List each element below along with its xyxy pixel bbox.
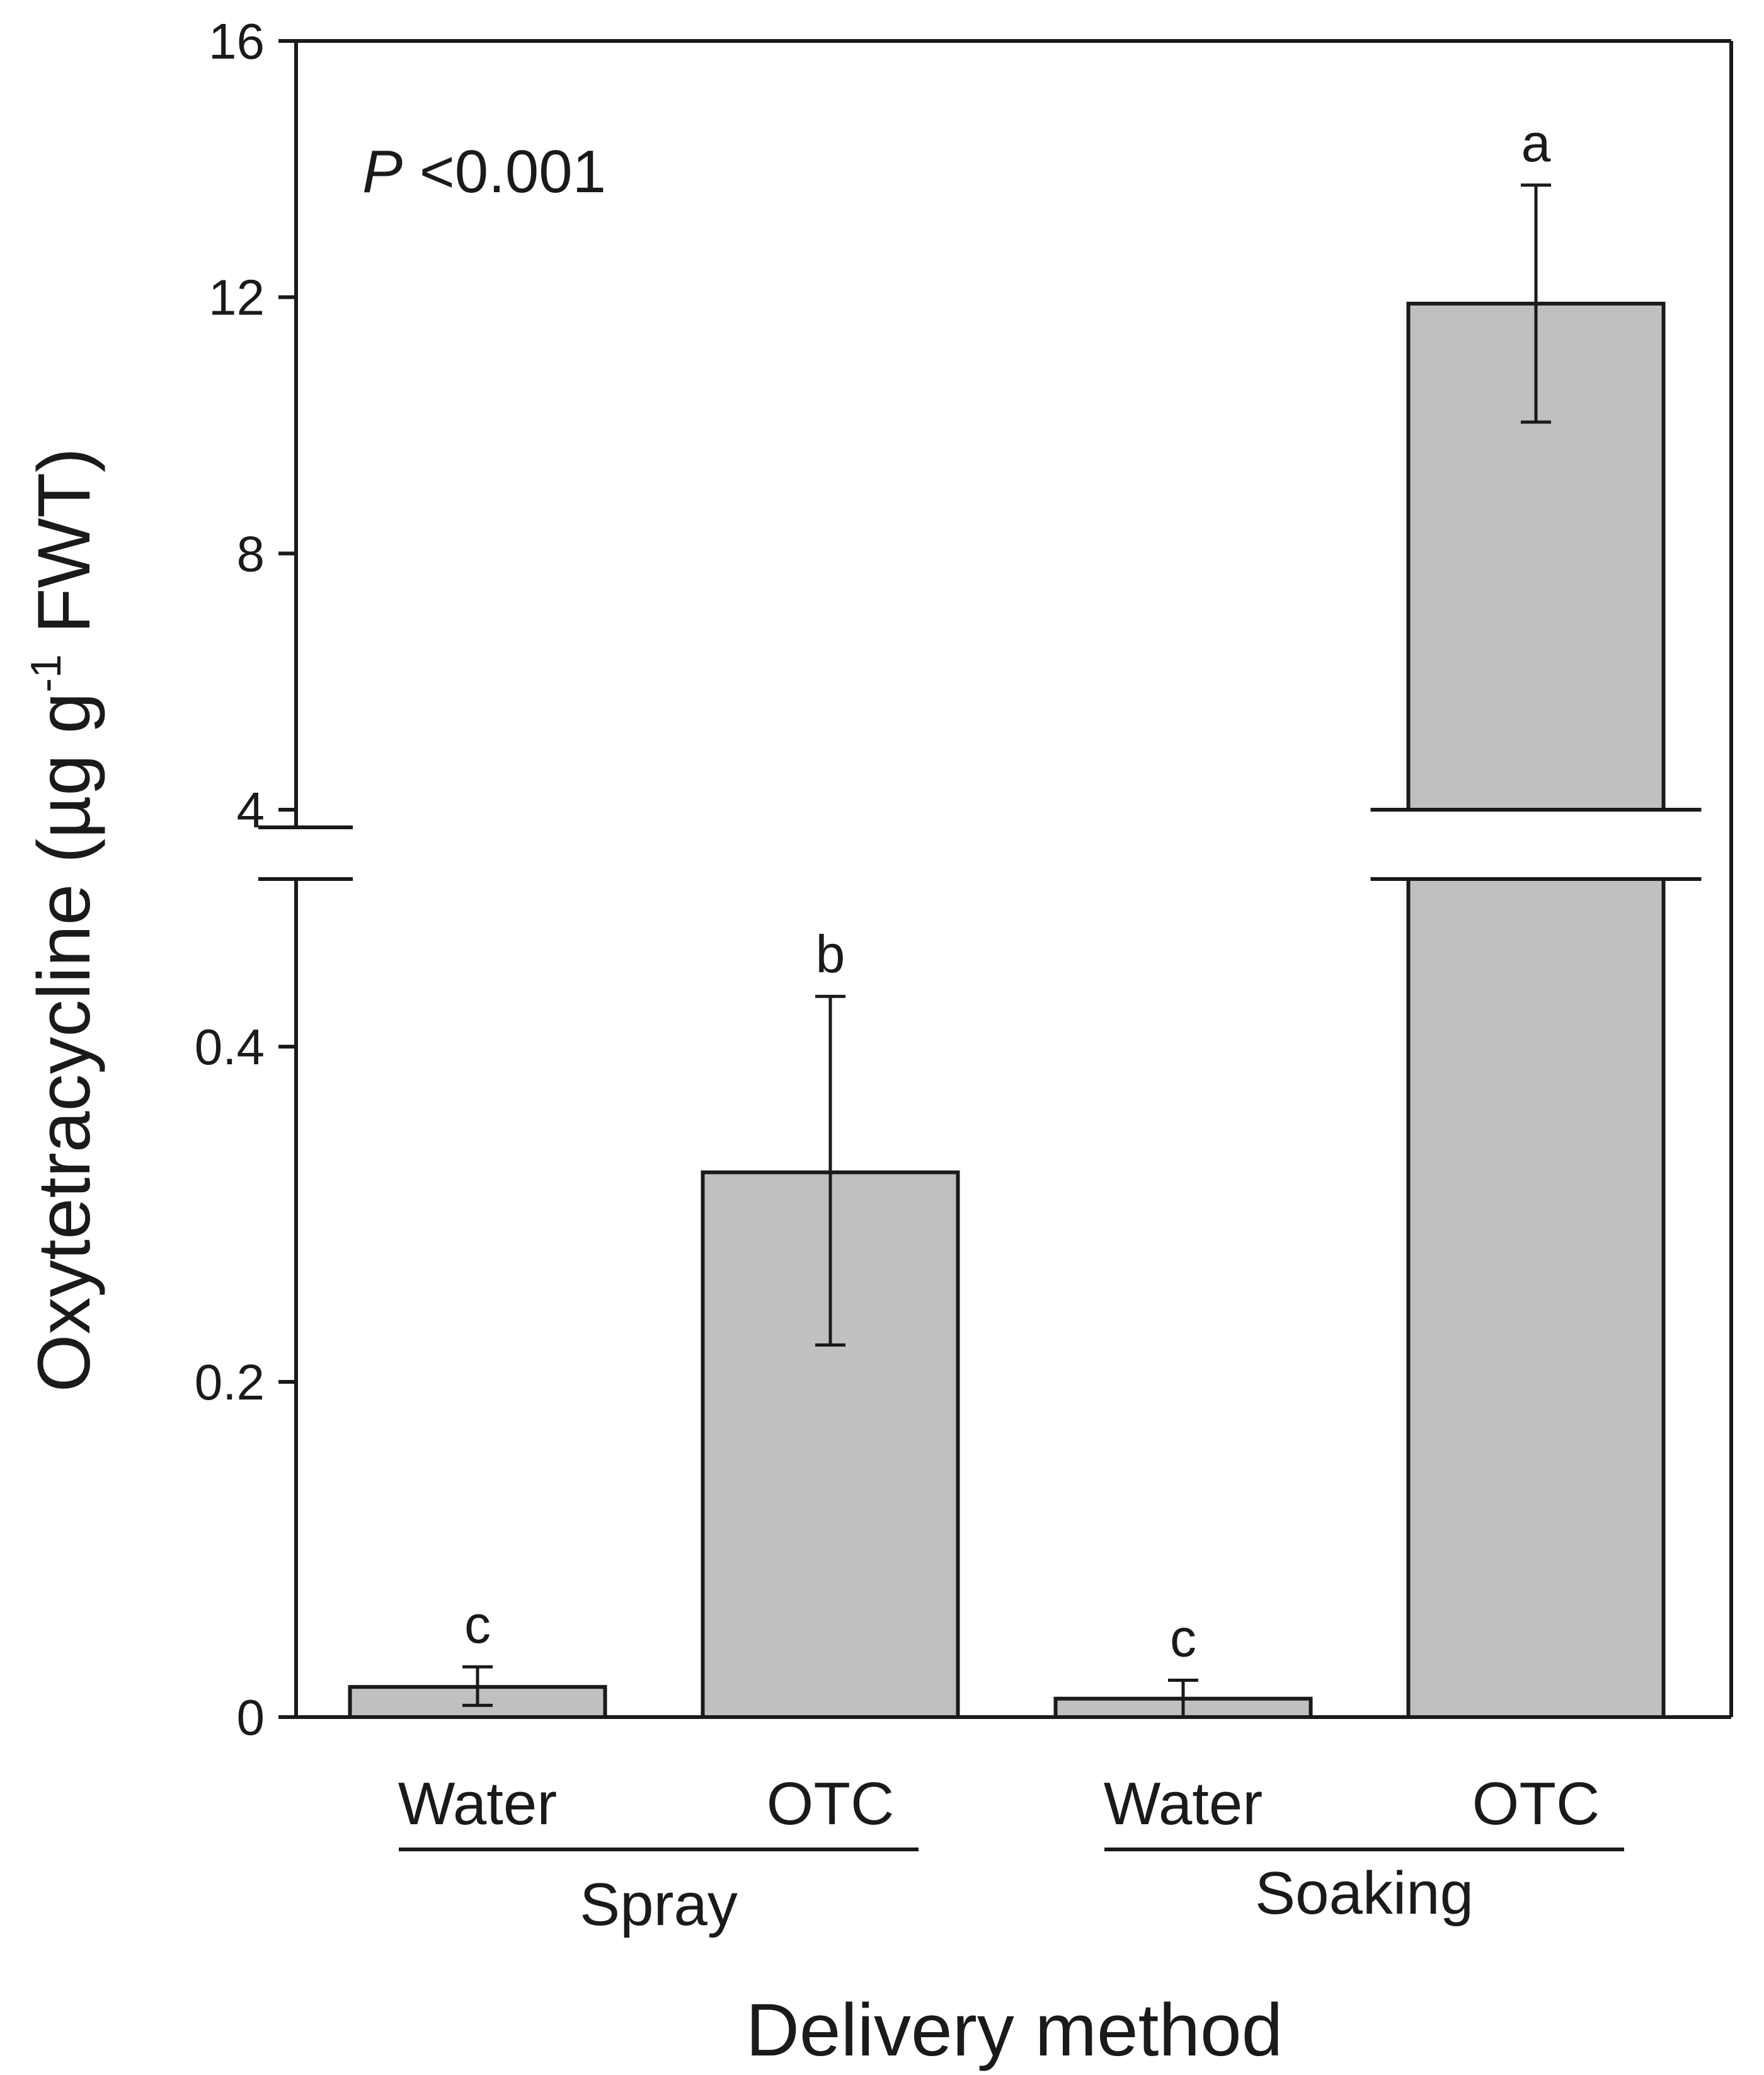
y-tick-label: 0.4: [195, 1019, 265, 1075]
y-axis-title: Oxytetracycline (µg g-1 FWT): [22, 448, 106, 1393]
y-tick-label: 0: [237, 1689, 265, 1745]
p-value-symbol: P: [362, 138, 403, 205]
significance-letter: b: [816, 924, 845, 984]
y-tick-label: 12: [209, 270, 265, 326]
y-axis-title-main: Oxytetracycline (µg g: [23, 693, 106, 1393]
p-value-annotation: P <0.001: [362, 138, 606, 205]
significance-letter: a: [1521, 113, 1551, 173]
y-axis-title-superscript: -1: [22, 654, 70, 692]
y-axis-ticks: 0 0.2 0.4 4 8 12 16: [195, 13, 296, 1745]
y-tick-label: 16: [209, 13, 265, 69]
group-label: Soaking: [1255, 1859, 1474, 1927]
labels-layer: c b c a Water OTC Water OTC Spray Soaking: [398, 113, 1624, 1938]
x-axis-title: Delivery method: [746, 1989, 1283, 2072]
y-tick-label: 0.2: [195, 1354, 265, 1410]
category-label: OTC: [767, 1770, 895, 1837]
bars-layer: [348, 301, 1702, 1720]
y-axis-title-tail: FWT): [23, 448, 106, 655]
significance-letter: c: [464, 1595, 491, 1654]
category-label: Water: [398, 1770, 557, 1837]
error-bars-layer: [462, 183, 1551, 1719]
category-label: Water: [1104, 1770, 1263, 1837]
group-label: Spray: [580, 1871, 738, 1938]
bar-3-lower: [1406, 877, 1666, 1719]
p-value-text: <0.001: [403, 138, 606, 205]
y-tick-label: 4: [237, 782, 265, 838]
significance-letter: c: [1170, 1608, 1196, 1667]
category-label: OTC: [1472, 1770, 1600, 1837]
y-tick-label: 8: [237, 526, 265, 582]
